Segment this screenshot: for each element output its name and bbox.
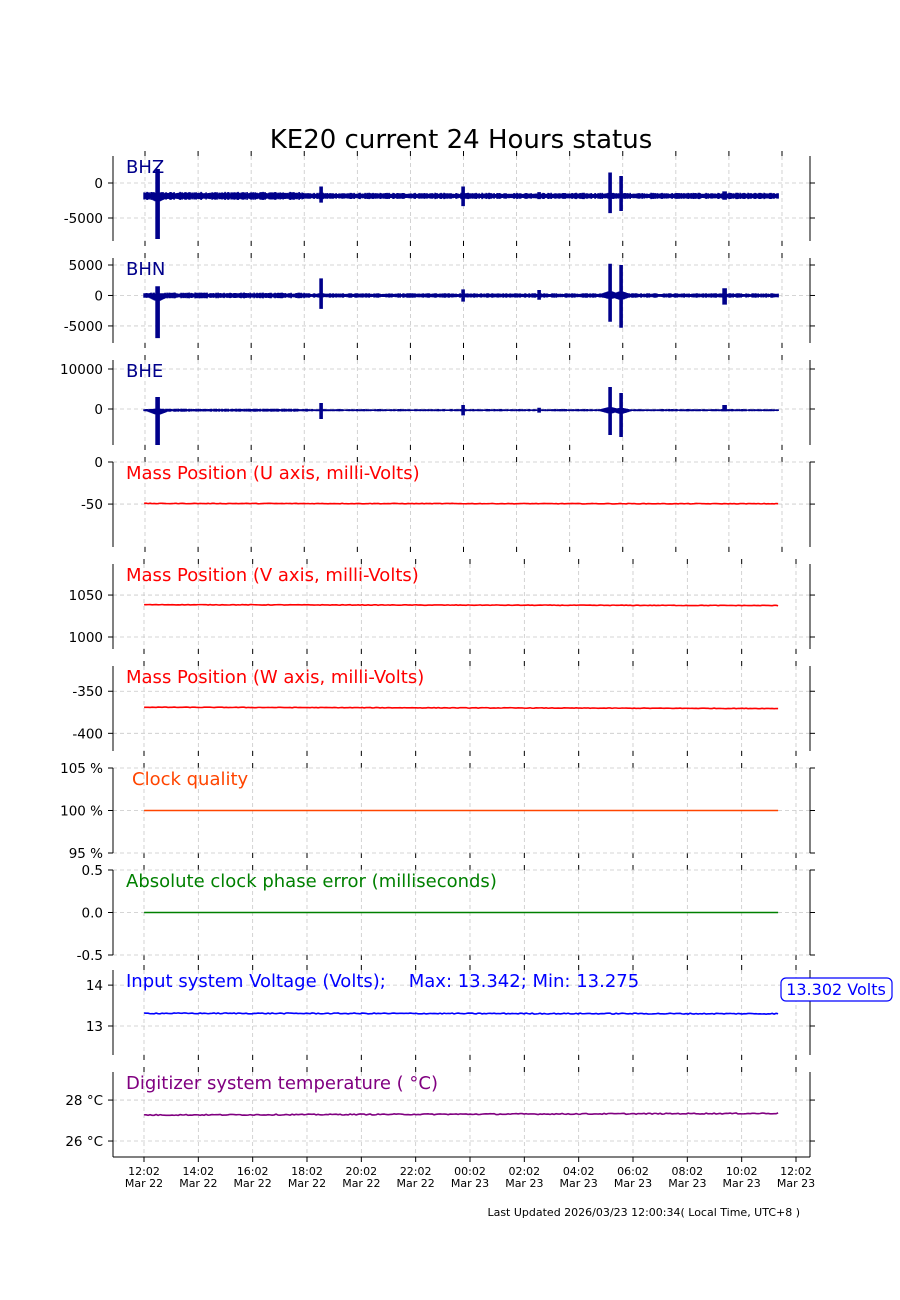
panel-temperature: 28 °C 26 °C Digitizer system temperature (…	[65, 1067, 815, 1162]
x-tick-label-date: Mar 22	[288, 1177, 326, 1190]
y-tick-label: 105 %	[60, 761, 103, 777]
y-tick-label: 0	[94, 288, 103, 304]
panel-mass-v: 1050 1000 Mass Position (V axis, milli-Vol…	[69, 559, 815, 654]
y-tick-label: -400	[72, 726, 103, 742]
panel-label: Mass Position (W axis, milli-Volts)	[126, 667, 424, 688]
y-tick-label: 28 °C	[65, 1093, 103, 1109]
x-tick-label-date: Mar 23	[614, 1177, 652, 1190]
y-tick-label: -350	[72, 684, 103, 700]
x-tick-label-time: 08:02	[671, 1165, 703, 1178]
y-tick-label: 14	[86, 978, 103, 994]
panel-clock-quality: 105 % 100 % 95 % Clock quality	[60, 761, 815, 862]
panel-clock-phase: 0.5 0.0 -0.5 Absolute clock phase error (mi…	[77, 863, 815, 964]
x-tick-label-time: 16:02	[237, 1165, 269, 1178]
x-tick-label-time: 22:02	[400, 1165, 432, 1178]
panels: 0 -5000 BHZ 5000 0 -5000 BHN 10000 0 BHE 0 -50 Mass …	[60, 151, 893, 1190]
y-tick-label: -50	[81, 497, 103, 513]
y-tick-label: 1000	[69, 630, 103, 646]
series-mass-u	[144, 502, 779, 505]
y-tick-label: 0	[94, 402, 103, 418]
y-tick-label: -0.5	[77, 948, 103, 964]
x-tick-label-time: 18:02	[291, 1165, 323, 1178]
x-tick-label-date: Mar 22	[179, 1177, 217, 1190]
y-tick-label: 0	[94, 455, 103, 471]
panel-bhe: 10000 0 BHE	[60, 355, 815, 450]
series-voltage	[144, 1012, 779, 1016]
x-tick-label-date: Mar 23	[560, 1177, 598, 1190]
panel-label: Mass Position (V axis, milli-Volts)	[126, 565, 419, 586]
series-bhe	[143, 387, 779, 445]
x-tick-label-time: 00:02	[454, 1165, 486, 1178]
x-tick-label-time: 06:02	[617, 1165, 649, 1178]
y-tick-label: 10000	[60, 362, 103, 378]
panel-bhz: 0 -5000 BHZ	[64, 151, 815, 246]
last-updated-text: Last Updated 2026/03/23 12:00:34( Local …	[487, 1206, 800, 1219]
x-tick-label-date: Mar 23	[777, 1177, 815, 1190]
x-tick-label-date: Mar 23	[505, 1177, 543, 1190]
panel-label: BHZ	[126, 157, 164, 178]
x-tick-label-date: Mar 23	[668, 1177, 706, 1190]
x-tick-label-time: 20:02	[345, 1165, 377, 1178]
y-tick-label: 0.0	[82, 906, 103, 922]
x-tick-label-date: Mar 22	[397, 1177, 435, 1190]
panel-label: Digitizer system temperature ( °C)	[126, 1073, 438, 1094]
x-tick-label-date: Mar 22	[234, 1177, 272, 1190]
series-mass-w	[144, 706, 779, 710]
x-tick-label-date: Mar 23	[723, 1177, 761, 1190]
voltage-annotation: 13.302 Volts	[786, 980, 886, 999]
y-tick-label: 0.5	[82, 863, 103, 879]
y-tick-label: 1050	[69, 588, 103, 604]
panel-label: Clock quality	[132, 769, 249, 790]
y-tick-label: 13	[86, 1019, 103, 1035]
x-tick-label-time: 04:02	[563, 1165, 595, 1178]
x-tick-label-date: Mar 22	[125, 1177, 163, 1190]
series-temperature	[144, 1112, 779, 1117]
y-tick-label: 100 %	[60, 804, 103, 820]
series-bhn	[143, 263, 779, 339]
panel-label: Mass Position (U axis, milli-Volts)	[126, 463, 420, 484]
y-tick-label: 26 °C	[65, 1134, 103, 1150]
panel-label: BHE	[126, 361, 163, 382]
panel-bhn: 5000 0 -5000 BHN	[64, 253, 815, 348]
y-tick-label: 95 %	[69, 846, 103, 862]
voltage-annotation-box	[780, 977, 893, 1002]
x-tick-label-time: 12:02	[128, 1165, 160, 1178]
x-tick-label-time: 12:02	[780, 1165, 812, 1178]
panel-mass-u: 0 -50 Mass Position (U axis, milli-Volts)	[81, 455, 815, 552]
panel-mass-w: -350 -400 Mass Position (W axis, milli-Vol…	[72, 661, 815, 756]
y-tick-label: 5000	[69, 258, 103, 274]
figure-title: KE20 current 24 Hours status	[270, 125, 653, 155]
x-tick-label-date: Mar 23	[451, 1177, 489, 1190]
series-bhz	[143, 169, 779, 239]
x-tick-label-time: 14:02	[182, 1165, 214, 1178]
y-tick-label: -5000	[64, 319, 103, 335]
y-tick-label: -5000	[64, 211, 103, 227]
y-tick-label: 0	[94, 176, 103, 192]
x-tick-label-date: Mar 22	[342, 1177, 380, 1190]
x-tick-label-time: 10:02	[726, 1165, 758, 1178]
panel-label: Input system Voltage (Volts); Max: 13.34…	[126, 971, 639, 992]
series-mass-v	[144, 603, 779, 607]
panel-voltage: 14 13 Input system Voltage (Volts); Max: 1…	[86, 965, 893, 1060]
panel-label: Absolute clock phase error (milliseconds…	[126, 871, 497, 892]
x-tick-label-time: 02:02	[508, 1165, 540, 1178]
panel-label: BHN	[126, 259, 165, 280]
